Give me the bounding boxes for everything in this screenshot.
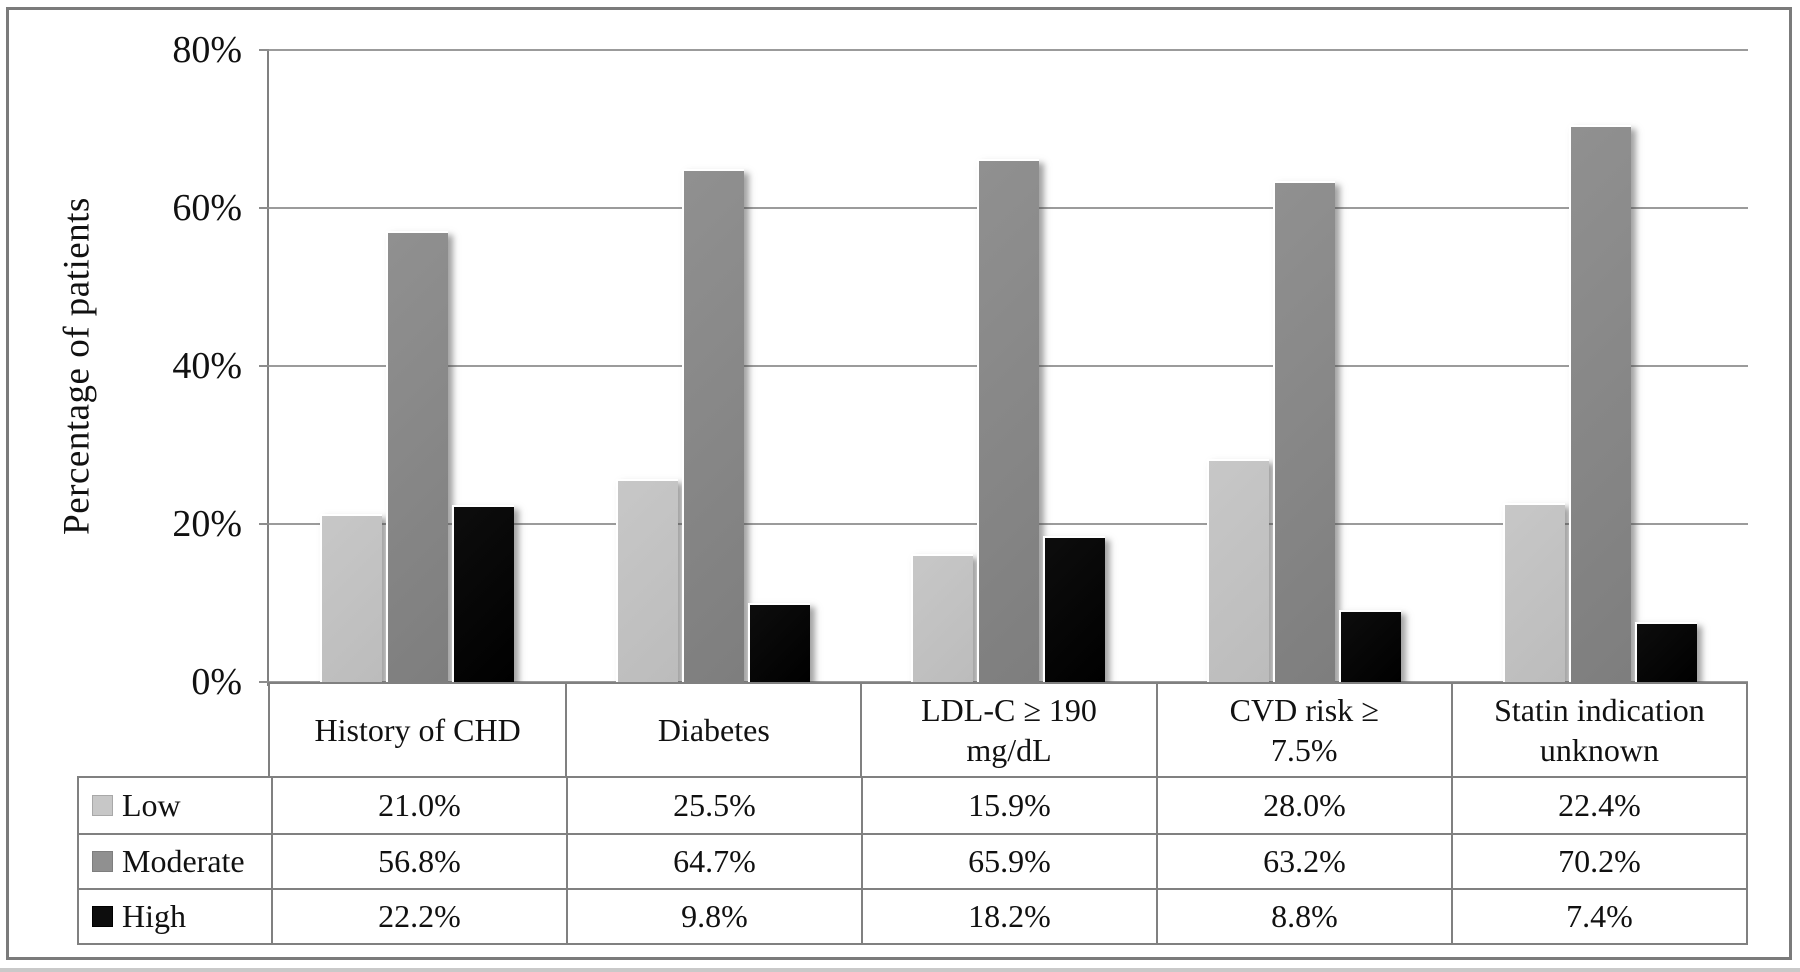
category-header-statin-indication-unknown: Statin indication unknown [1450,684,1746,776]
value-cell-moderate-statin-indication-unknown: 70.2% [1451,833,1746,888]
value-cell-high-statin-indication-unknown: 7.4% [1451,888,1746,943]
bar-moderate-history-of-chd [385,231,448,682]
value-cell-moderate-diabetes: 64.7% [566,833,861,888]
bar-group-statin-indication-unknown [1452,50,1748,682]
category-header-ldl-c-190-mg-dl: LDL-C ≥ 190 mg/dL [860,684,1155,776]
y-tick-mark-80 [259,49,269,51]
bar-low-diabetes [615,478,678,682]
y-tick-label-0: 0% [191,661,242,703]
y-tick-mark-60 [259,207,269,209]
bar-low-history-of-chd [319,514,382,682]
category-header-cvd-risk-7-5: CVD risk ≥ 7.5% [1155,684,1451,776]
legend-key-low-icon [92,795,113,816]
value-cell-moderate-cvd-risk-7-5: 63.2% [1156,833,1451,888]
legend-label-high: High [122,898,186,934]
y-axis-title: Percentage of patients [56,197,98,535]
bar-moderate-ldl-c-190-mg-dl [977,159,1040,682]
bar-group-ldl-c-190-mg-dl [861,50,1157,682]
value-cell-low-statin-indication-unknown: 22.4% [1451,778,1746,833]
bar-high-ldl-c-190-mg-dl [1043,536,1106,682]
y-tick-mark-40 [259,365,269,367]
category-header-row: History of CHD Diabetes LDL-C ≥ 190 mg/dL C… [268,682,1748,778]
value-cell-low-cvd-risk-7-5: 28.0% [1156,778,1451,833]
y-axis-line [267,50,269,686]
legend-cell-low: Low [79,778,271,833]
bar-group-cvd-risk-7-5 [1156,50,1452,682]
value-cell-high-history-of-chd: 22.2% [271,888,566,943]
y-tick-mark-0 [259,681,269,683]
value-cell-low-diabetes: 25.5% [566,778,861,833]
bar-high-statin-indication-unknown [1635,621,1698,682]
legend-label-low: Low [122,787,181,823]
category-header-diabetes: Diabetes [565,684,860,776]
y-tick-label-40: 40% [172,345,242,387]
legend-label-moderate: Moderate [122,843,245,879]
bar-moderate-cvd-risk-7-5 [1273,180,1336,682]
figure-bottom-edge [0,968,1800,972]
y-tick-label-20: 20% [172,503,242,545]
gridline-80 [269,49,1748,51]
bar-moderate-statin-indication-unknown [1569,125,1632,682]
value-cell-moderate-history-of-chd: 56.8% [271,833,566,888]
legend-cell-high: High [79,888,271,943]
legend-cell-moderate: Moderate [79,833,271,888]
value-cell-low-history-of-chd: 21.0% [271,778,566,833]
category-header-history-of-chd: History of CHD [314,712,521,748]
bar-group-history-of-chd [269,50,565,682]
bar-high-diabetes [747,602,810,682]
bar-low-cvd-risk-7-5 [1207,458,1270,682]
legend-value-table: Low 21.0% 25.5% 15.9% 28.0% 22.4% Moderate 56.8… [77,776,1748,945]
value-cell-moderate-ldl-c-190-mg-dl: 65.9% [861,833,1156,888]
plot-area [259,49,1748,686]
value-cell-high-cvd-risk-7-5: 8.8% [1156,888,1451,943]
value-cell-high-ldl-c-190-mg-dl: 18.2% [861,888,1156,943]
bar-low-ldl-c-190-mg-dl [911,554,974,682]
y-tick-mark-20 [259,523,269,525]
legend-key-high-icon [92,906,113,927]
bar-low-statin-indication-unknown [1503,503,1566,682]
bar-high-history-of-chd [451,504,514,682]
legend-key-moderate-icon [92,851,113,872]
bar-high-cvd-risk-7-5 [1339,610,1402,682]
value-cell-high-diabetes: 9.8% [566,888,861,943]
bar-moderate-diabetes [681,168,744,682]
value-cell-low-ldl-c-190-mg-dl: 15.9% [861,778,1156,833]
y-tick-label-80: 80% [172,29,242,71]
bar-group-diabetes [565,50,861,682]
y-tick-label-60: 60% [172,187,242,229]
